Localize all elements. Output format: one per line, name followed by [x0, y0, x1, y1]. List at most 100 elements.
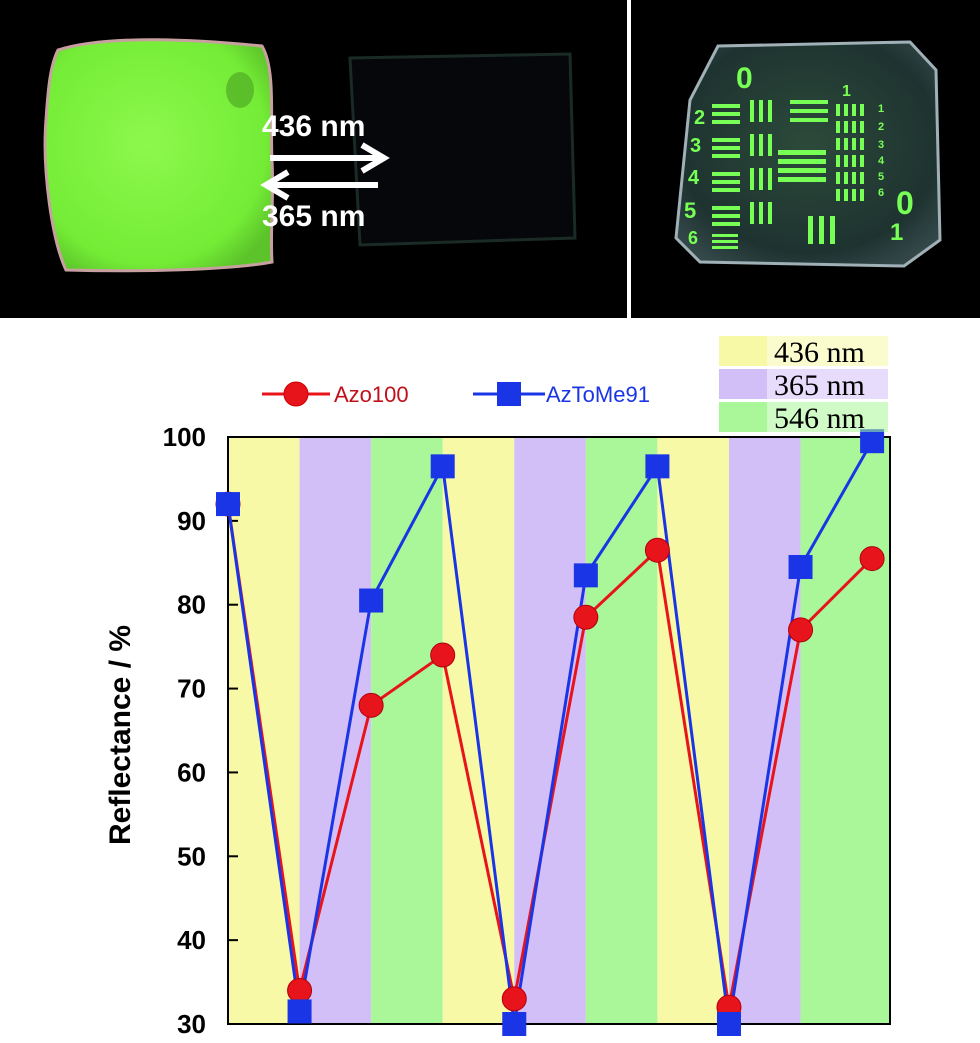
pattern-bar	[852, 121, 856, 133]
data-point-aztome91	[573, 563, 598, 588]
pattern-bar	[860, 138, 864, 150]
pattern-bar	[819, 216, 824, 244]
data-point-aztome91	[645, 454, 670, 479]
series-line-aztome91	[226, 440, 874, 1025]
data-point-azo100	[430, 642, 456, 668]
band-legend: 436 nm 365 nm 546 nm	[719, 336, 888, 435]
pattern-label: 4	[688, 167, 700, 189]
photo-right: 0 1 2 3 4 5 6 0 1 2 3 4 5 6 1	[631, 0, 980, 318]
pattern-label: 6	[688, 228, 698, 248]
pattern-bar	[712, 246, 738, 249]
legend-circle-marker	[283, 381, 309, 407]
data-point-azo100	[644, 537, 670, 563]
pattern-bar	[712, 154, 740, 158]
pattern-bar	[836, 104, 840, 116]
band-legend-swatch	[719, 402, 767, 432]
y-tick-label: 40	[177, 925, 206, 955]
plot-frame	[227, 436, 891, 1025]
pattern-bar	[712, 234, 738, 237]
pattern-bar	[750, 168, 754, 190]
data-point-aztome91	[430, 454, 455, 479]
dark-film	[348, 52, 577, 247]
pattern-bar	[836, 189, 840, 201]
pattern-bar	[844, 155, 848, 167]
pattern-label: 6	[878, 187, 884, 199]
series-legend: Azo100 AzToMe91	[262, 381, 650, 407]
pattern-bar	[860, 121, 864, 133]
pattern-label: 3	[878, 139, 884, 151]
pattern-bar	[844, 121, 848, 133]
pattern-label: 4	[878, 155, 885, 167]
pattern-bar	[712, 240, 738, 243]
exposure-bands	[228, 437, 890, 1024]
data-point-aztome91	[359, 588, 384, 613]
chart: 30 40 50 60 70 80 90 100 Reflectance / % Azo100…	[104, 336, 891, 1039]
arrow-left-icon	[260, 169, 290, 201]
y-tick-label: 80	[177, 590, 206, 620]
pattern-bar	[852, 189, 856, 201]
exposure-band	[800, 437, 890, 1024]
exposure-band	[585, 437, 658, 1024]
y-tick-label: 50	[177, 841, 206, 871]
pattern-label: 1	[878, 103, 884, 115]
pattern-bar	[808, 216, 813, 244]
pattern-bar	[836, 172, 840, 184]
pattern-bar	[852, 155, 856, 167]
pattern-bar	[712, 138, 740, 142]
legend-label-azo100: Azo100	[334, 382, 409, 407]
pattern-bar	[712, 180, 740, 184]
pattern-bar	[759, 202, 763, 224]
pattern-bar	[790, 118, 828, 122]
data-point-azo100	[788, 617, 814, 643]
pattern-bar	[759, 168, 763, 190]
pattern-bar	[852, 172, 856, 184]
band-legend-label: 436 nm	[774, 336, 865, 369]
pattern-bar	[712, 146, 740, 150]
pattern-bar	[712, 120, 740, 124]
y-ticks: 30 40 50 60 70 80 90 100	[163, 422, 238, 1039]
pattern-label: 5	[684, 198, 696, 223]
pattern-bar	[768, 100, 772, 122]
exposure-band	[728, 437, 801, 1024]
pattern-bar	[844, 189, 848, 201]
pattern-bar	[860, 104, 864, 116]
exposure-band	[299, 437, 372, 1024]
pattern-bar	[778, 177, 826, 182]
band-legend-swatch	[719, 336, 767, 366]
y-tick-label: 70	[177, 674, 206, 704]
data-point-azo100	[501, 986, 527, 1012]
data-point-azo100	[358, 692, 384, 718]
pattern-bar	[860, 155, 864, 167]
legend-label-aztome91: AzToMe91	[546, 382, 650, 407]
data-point-azo100	[859, 546, 885, 572]
data-point-aztome91	[287, 999, 312, 1024]
data-point-aztome91	[216, 492, 240, 517]
photo-left: 436 nm 365 nm	[0, 0, 627, 318]
band-legend-swatch	[719, 369, 767, 399]
pattern-bar	[852, 138, 856, 150]
arrow-top-label: 436 nm	[262, 110, 365, 143]
pattern-bar	[750, 202, 754, 224]
pattern-bar	[712, 188, 740, 192]
pattern-bar	[860, 172, 864, 184]
y-tick-label: 60	[177, 757, 206, 787]
pattern-label: 5	[878, 171, 884, 183]
arrow-bottom-label: 365 nm	[262, 200, 365, 233]
y-tick-label: 100	[163, 422, 206, 452]
pattern-label: 2	[878, 121, 884, 133]
pattern-bar	[712, 104, 740, 108]
data-point-azo100	[287, 977, 313, 1003]
resolution-bars	[712, 100, 864, 249]
pattern-bar	[712, 172, 740, 176]
data-point-aztome91	[716, 1012, 741, 1036]
series-layer	[215, 429, 885, 1036]
band-legend-label: 546 nm	[774, 402, 865, 435]
pattern-bar	[750, 134, 754, 156]
exposure-band	[514, 437, 586, 1024]
pattern-bar	[768, 202, 772, 224]
data-point-aztome91	[860, 429, 885, 454]
pattern-bar	[852, 104, 856, 116]
pattern-bar	[759, 100, 763, 122]
pattern-bar	[836, 121, 840, 133]
pattern-bar	[790, 100, 828, 104]
